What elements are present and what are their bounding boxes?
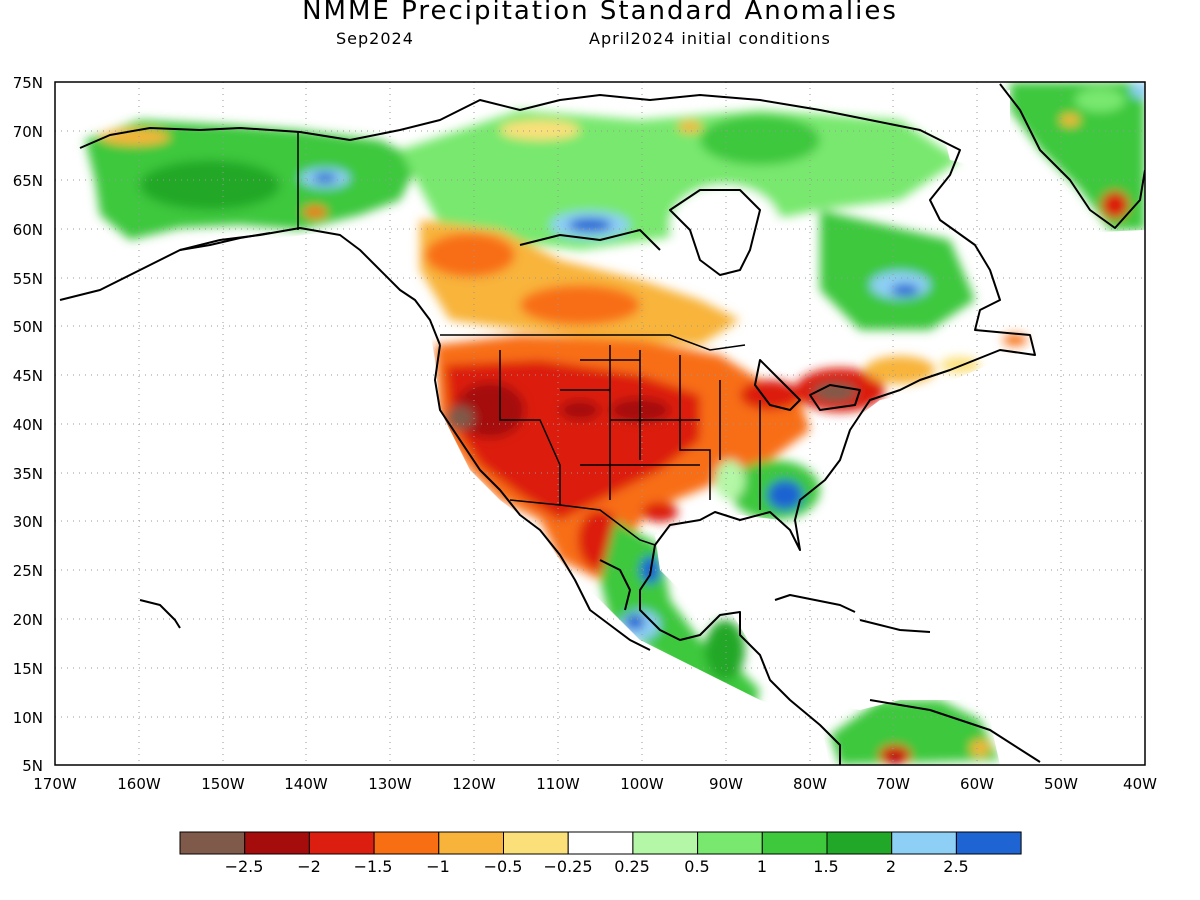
colorbar-swatch: [697, 831, 763, 855]
lat-tick: 40N: [13, 416, 43, 434]
lon-tick: 140W: [284, 775, 328, 793]
initial-conditions: April2024 initial conditions: [589, 29, 831, 48]
map-title: NMME Precipitation Standard Anomalies: [302, 0, 898, 26]
lat-tick: 5N: [22, 757, 43, 775]
colorbar-swatch: [373, 831, 440, 855]
colorbar-swatch: [244, 831, 310, 855]
lon-tick: 70W: [876, 775, 910, 793]
colorbar-label: −2: [297, 857, 321, 876]
colorbar-swatch: [632, 831, 699, 855]
lon-tick: 50W: [1044, 775, 1078, 793]
lon-tick: 130W: [368, 775, 412, 793]
lon-tick: 60W: [960, 775, 994, 793]
colorbar-label: −2.5: [225, 857, 264, 876]
colorbar-swatch: [308, 831, 375, 855]
lat-tick: 25N: [13, 562, 43, 580]
colorbar-label: −0.25: [543, 857, 592, 876]
borders: [297, 132, 761, 546]
colorbar-label: 2.5: [943, 857, 968, 876]
colorbar-swatch: [503, 831, 569, 855]
lon-tick: 80W: [793, 775, 827, 793]
colorbar-label: 2: [886, 857, 896, 876]
lat-tick: 20N: [13, 611, 43, 629]
plot-frame: [54, 81, 1146, 766]
colorbar-label: −0.5: [484, 857, 523, 876]
colorbar-swatch: [761, 831, 828, 855]
lon-tick: 170W: [33, 775, 77, 793]
colorbar: −2.5 −2 −1.5 −1 −0.5 −0.25 0.25 0.5 1 1.…: [179, 831, 1022, 876]
lon-tick: 90W: [709, 775, 743, 793]
lat-tick: 55N: [13, 270, 43, 288]
lat-tick: 65N: [13, 172, 43, 190]
colorbar-swatch: [567, 831, 634, 855]
lat-tick: 35N: [13, 465, 43, 483]
colorbar-label: 0.25: [614, 857, 650, 876]
colorbar-swatch: [955, 831, 1022, 855]
lon-tick: 40W: [1123, 775, 1157, 793]
colorbar-swatch: [179, 831, 246, 855]
lon-tick: 100W: [620, 775, 664, 793]
colorbar-label: 1: [757, 857, 767, 876]
lon-tick: 150W: [201, 775, 245, 793]
colorbar-label: 1.5: [813, 857, 838, 876]
lat-tick: 45N: [13, 367, 43, 385]
lat-tick: 50N: [13, 318, 43, 336]
lat-tick: 15N: [13, 660, 43, 678]
lon-tick: 110W: [536, 775, 580, 793]
colorbar-swatch: [826, 831, 893, 855]
lat-tick: 30N: [13, 513, 43, 531]
lat-tick: 70N: [13, 123, 43, 141]
lat-tick: 10N: [13, 709, 43, 727]
coastlines: [59, 83, 1145, 765]
colorbar-label: −1.5: [354, 857, 393, 876]
longitude-ticks: 170W 160W 150W 140W 130W 120W 110W 100W …: [33, 775, 1157, 793]
lon-tick: 160W: [117, 775, 161, 793]
colorbar-label: 0.5: [684, 857, 709, 876]
lon-tick: 120W: [452, 775, 496, 793]
colorbar-swatch: [438, 831, 504, 855]
latitude-ticks: 75N 70N 65N 60N 55N 50N 45N 40N 35N 30N …: [13, 74, 43, 775]
forecast-month: Sep2024: [336, 29, 414, 48]
colorbar-swatch: [891, 831, 957, 855]
lat-tick: 75N: [13, 74, 43, 92]
colorbar-label: −1: [426, 857, 450, 876]
lat-tick: 60N: [13, 221, 43, 239]
